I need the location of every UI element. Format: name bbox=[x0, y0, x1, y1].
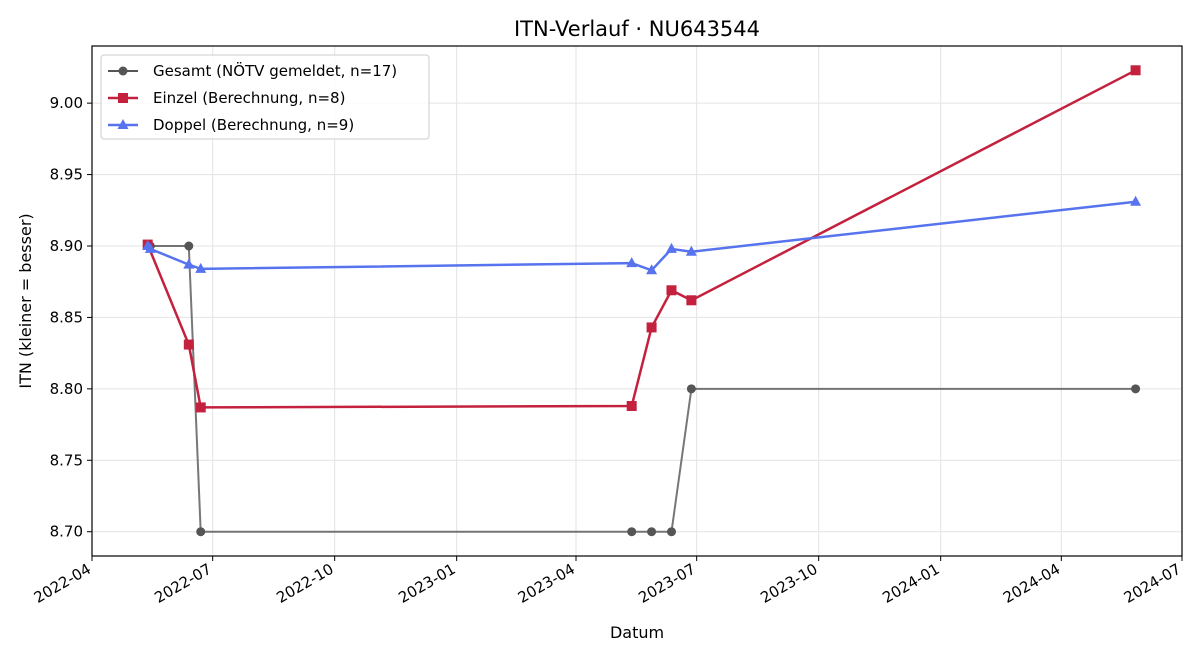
data-point bbox=[196, 527, 206, 537]
legend-box bbox=[100, 54, 430, 140]
legend-label: Doppel (Berechnung, n=9) bbox=[153, 116, 354, 134]
x-tick-label: 2023-07 bbox=[635, 560, 698, 607]
series-layer bbox=[142, 65, 1142, 537]
x-tick-label: 2022-10 bbox=[273, 560, 336, 607]
series-0 bbox=[143, 241, 1141, 537]
data-point bbox=[686, 384, 696, 394]
y-axis-ticks: 8.70 8.75 8.80 8.85 8.90 8.95 9.00 bbox=[50, 94, 92, 541]
data-point bbox=[646, 264, 658, 275]
x-tick-label: 2023-10 bbox=[757, 560, 820, 607]
data-point bbox=[1130, 65, 1141, 76]
plot-frame bbox=[91, 45, 1183, 557]
data-point bbox=[666, 285, 677, 296]
series-2 bbox=[142, 195, 1142, 275]
data-point bbox=[646, 322, 657, 333]
chart-title: ITN-Verlauf · NU643544 bbox=[514, 17, 760, 41]
y-tick-label: 8.95 bbox=[50, 166, 83, 184]
data-point bbox=[665, 242, 677, 253]
y-tick-label: 8.85 bbox=[50, 308, 83, 326]
data-point bbox=[183, 339, 194, 350]
series-1 bbox=[142, 65, 1141, 413]
x-tick-label: 2022-04 bbox=[31, 560, 94, 607]
x-tick-label: 2024-01 bbox=[879, 560, 942, 607]
data-point bbox=[647, 527, 657, 537]
x-tick-label: 2023-01 bbox=[395, 560, 458, 607]
x-tick-label: 2023-04 bbox=[515, 560, 578, 607]
legend-label: Gesamt (NÖTV gemeldet, n=17) bbox=[153, 61, 397, 80]
data-point bbox=[666, 527, 676, 537]
x-tick-label: 2022-07 bbox=[151, 560, 214, 607]
data-point bbox=[627, 527, 637, 537]
data-point bbox=[118, 93, 128, 103]
data-point bbox=[685, 245, 697, 256]
data-point bbox=[118, 66, 128, 76]
legend: Gesamt (NÖTV gemeldet, n=17) Einzel (Bere… bbox=[100, 54, 430, 140]
y-tick-label: 8.90 bbox=[50, 237, 83, 255]
y-tick-label: 8.80 bbox=[50, 380, 83, 398]
data-point bbox=[686, 295, 697, 306]
y-tick-label: 8.70 bbox=[50, 523, 83, 541]
data-point bbox=[195, 262, 207, 273]
y-tick-label: 9.00 bbox=[50, 94, 83, 112]
data-point bbox=[195, 402, 206, 413]
y-axis-label: ITN (kleiner = besser) bbox=[16, 213, 35, 388]
legend-label: Einzel (Berechnung, n=8) bbox=[153, 89, 345, 107]
data-point bbox=[117, 119, 129, 129]
data-point bbox=[626, 401, 637, 411]
y-tick-label: 8.75 bbox=[50, 451, 83, 469]
data-point bbox=[1130, 195, 1142, 206]
x-axis-label: Datum bbox=[610, 623, 664, 642]
data-point bbox=[144, 242, 156, 253]
data-point bbox=[184, 241, 194, 251]
data-point bbox=[626, 257, 638, 268]
x-tick-label: 2024-04 bbox=[1000, 560, 1063, 607]
x-axis-ticks: 2022-04 2022-07 2022-10 2023-01 2023-04 2023-… bbox=[31, 556, 1184, 607]
data-point bbox=[183, 258, 195, 269]
series-line bbox=[146, 200, 1136, 272]
data-point bbox=[1131, 384, 1141, 394]
x-tick-label: 2024-07 bbox=[1121, 560, 1184, 607]
